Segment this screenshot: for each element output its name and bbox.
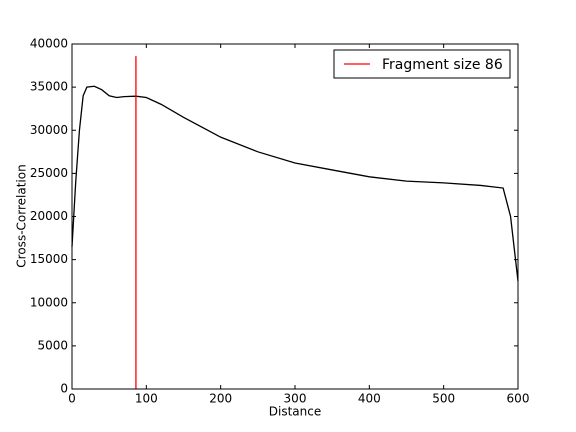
x-tick-label: 500 bbox=[432, 392, 455, 406]
y-tick-label: 30000 bbox=[30, 123, 68, 137]
y-axis-label: Cross-Correlation bbox=[15, 164, 29, 267]
y-tick-label: 5000 bbox=[37, 338, 68, 352]
y-tick-label: 10000 bbox=[30, 295, 68, 309]
legend-label: Fragment size 86 bbox=[382, 57, 503, 73]
x-tick-label: 100 bbox=[135, 392, 158, 406]
x-tick-label: 400 bbox=[358, 392, 381, 406]
data-line bbox=[71, 85, 519, 282]
y-tick-label: 40000 bbox=[30, 37, 68, 51]
plot-frame bbox=[71, 43, 519, 390]
y-tick-label: 20000 bbox=[30, 209, 68, 223]
x-tick-label: 600 bbox=[507, 392, 530, 406]
y-tick-label: 0 bbox=[60, 382, 68, 396]
y-tick-label: 25000 bbox=[30, 166, 68, 180]
y-tick-label: 15000 bbox=[30, 252, 68, 266]
x-tick-label: 0 bbox=[68, 392, 76, 406]
y-tick-label: 35000 bbox=[30, 80, 68, 94]
x-tick-label: 200 bbox=[209, 392, 232, 406]
x-axis-label: Distance bbox=[269, 405, 321, 419]
x-tick-label: 300 bbox=[284, 392, 307, 406]
